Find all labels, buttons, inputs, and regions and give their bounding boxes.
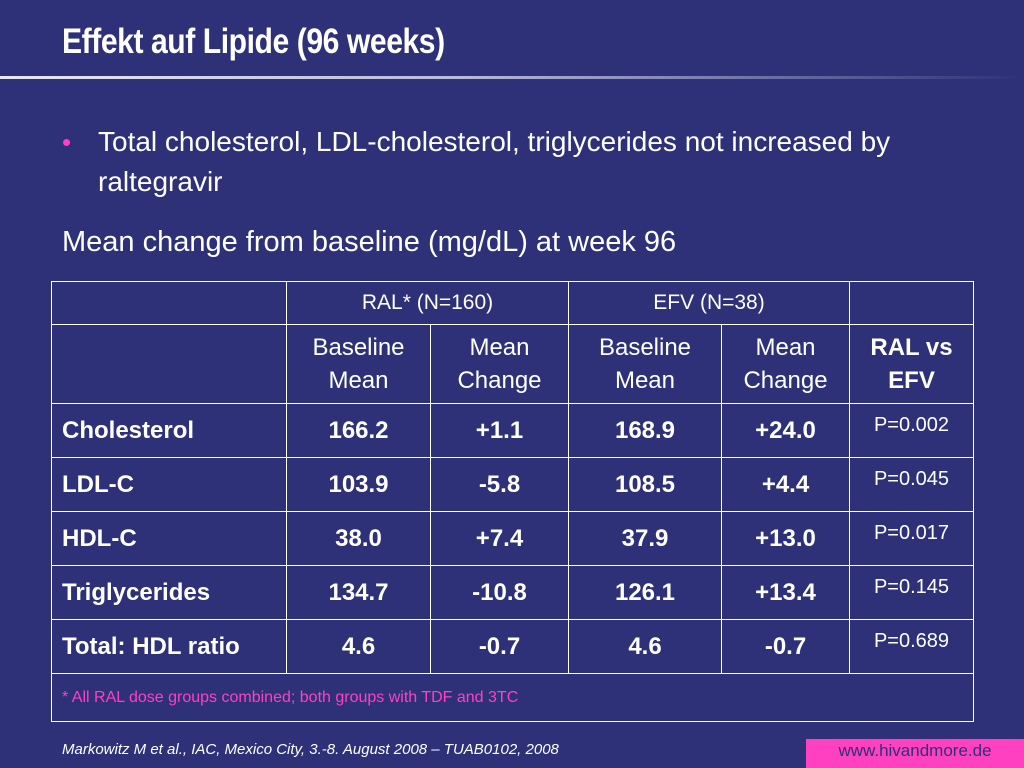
website-link[interactable]: www.hivandmore.de	[806, 739, 1024, 768]
table-cell: 126.1	[568, 565, 722, 620]
p-value-cell: P=0.002	[849, 403, 975, 458]
title-underline	[0, 76, 1024, 79]
row-label: Total: HDL ratio	[51, 619, 287, 674]
table-row: Cholesterol 166.2 +1.1 168.9 +24.0 P=0.0…	[51, 403, 975, 458]
sub-header-efv-baseline: Baseline Mean	[568, 324, 722, 404]
row-label: HDL-C	[51, 511, 287, 566]
table-cell: 134.7	[286, 565, 431, 620]
table-cell: 37.9	[568, 511, 722, 566]
table-cell: 108.5	[568, 457, 722, 512]
row-label: LDL-C	[51, 457, 287, 512]
table-cell: 4.6	[568, 619, 722, 674]
table-row: LDL-C 103.9 -5.8 108.5 +4.4 P=0.045	[51, 457, 975, 512]
group-header-efv: EFV (N=38)	[567, 281, 851, 325]
slide-title: Effekt auf Lipide (96 weeks)	[62, 22, 445, 61]
bullet-item: • Total cholesterol, LDL-cholesterol, tr…	[62, 122, 942, 202]
p-value-cell: P=0.045	[849, 457, 975, 512]
table-cell: -0.7	[720, 619, 851, 674]
table-row: Triglycerides 134.7 -10.8 126.1 +13.4 P=…	[51, 565, 975, 620]
table-group-header-row: RAL* (N=160) EFV (N=38)	[51, 281, 975, 325]
table-cell: +13.0	[720, 511, 851, 566]
table-footnote: * All RAL dose groups combined; both gro…	[50, 673, 975, 722]
table-row: Total: HDL ratio 4.6 -0.7 4.6 -0.7 P=0.6…	[51, 619, 975, 674]
lipid-table: RAL* (N=160) EFV (N=38) Baseline Mean Me…	[50, 281, 975, 722]
p-value-cell: P=0.145	[849, 565, 975, 620]
group-header-ral: RAL* (N=160)	[286, 281, 569, 325]
table-cell: +1.1	[430, 403, 569, 458]
group-header-empty	[51, 281, 287, 325]
p-value-cell: P=0.689	[849, 619, 975, 674]
table-cell: -10.8	[430, 565, 569, 620]
table-cell: 166.2	[286, 403, 431, 458]
table-cell: +4.4	[720, 457, 851, 512]
sub-header-efv-change: Mean Change	[720, 324, 851, 404]
table-footnote-row: * All RAL dose groups combined; both gro…	[50, 673, 975, 722]
table-cell: +24.0	[720, 403, 851, 458]
table-subheading: Mean change from baseline (mg/dL) at wee…	[62, 226, 677, 258]
sub-header-ral-vs-efv: RAL vs EFV	[849, 324, 975, 404]
sub-header-ral-baseline: Baseline Mean	[286, 324, 431, 404]
sub-header-ral-change: Mean Change	[430, 324, 569, 404]
bullet-text: Total cholesterol, LDL-cholesterol, trig…	[98, 126, 891, 197]
table-cell: 168.9	[568, 403, 722, 458]
row-label: Triglycerides	[51, 565, 287, 620]
table-cell: 38.0	[286, 511, 431, 566]
sub-header-empty	[51, 324, 287, 404]
table-cell: -5.8	[430, 457, 569, 512]
table-cell: 103.9	[286, 457, 431, 512]
table-cell: +13.4	[720, 565, 851, 620]
row-label: Cholesterol	[51, 403, 287, 458]
table-row: HDL-C 38.0 +7.4 37.9 +13.0 P=0.017	[51, 511, 975, 566]
group-header-comparison	[849, 281, 975, 325]
table-sub-header-row: Baseline Mean Mean Change Baseline Mean …	[51, 324, 975, 404]
table-cell: 4.6	[286, 619, 431, 674]
p-value-cell: P=0.017	[849, 511, 975, 566]
bullet-marker: •	[62, 127, 72, 157]
table-cell: -0.7	[430, 619, 569, 674]
citation: Markowitz M et al., IAC, Mexico City, 3.…	[62, 741, 559, 758]
table-cell: +7.4	[430, 511, 569, 566]
